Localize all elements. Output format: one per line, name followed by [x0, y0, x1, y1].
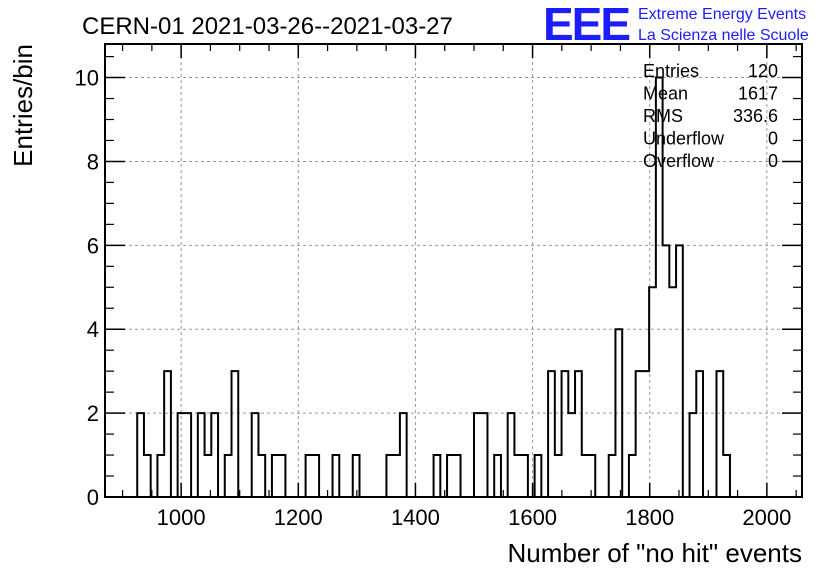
stat-value: 336.6: [733, 106, 778, 126]
eee-logo: EEE Extreme Energy Events La Scienza nel…: [543, 0, 809, 50]
stats-box: Entries 120 Mean 1617 RMS 336.6 Underflow 0 Over…: [643, 61, 778, 171]
x-tick-label: 1800: [625, 505, 674, 530]
stat-label: Entries: [643, 61, 699, 81]
x-tick-label: 2000: [742, 505, 791, 530]
stat-label: RMS: [643, 106, 683, 126]
y-axis-label: Entries/bin: [8, 44, 38, 167]
histogram-outline: [136, 76, 737, 498]
stat-value: 0: [768, 151, 778, 171]
x-tick-label: 1600: [508, 505, 557, 530]
plot-frame: [104, 43, 803, 498]
x-tick-label: 1200: [274, 505, 323, 530]
grid-lines: [105, 44, 802, 497]
chart-title: CERN-01 2021-03-26--2021-03-27: [82, 13, 453, 40]
y-tick-label: 0: [87, 485, 99, 510]
stat-value: 120: [748, 61, 778, 81]
x-tick-label: 1000: [157, 505, 206, 530]
y-tick-label: 8: [87, 149, 99, 174]
stat-label: Overflow: [643, 151, 715, 171]
x-tick-label: 1400: [391, 505, 440, 530]
stat-label: Underflow: [643, 129, 725, 149]
tick-labels: 1000 1200 1400 1600 1800 2000 0 2 4 6 8 10: [75, 66, 792, 530]
logo-mark: EEE: [543, 0, 629, 50]
y-tick-label: 2: [87, 401, 99, 426]
y-tick-label: 6: [87, 233, 99, 258]
y-tick-label: 4: [87, 317, 99, 342]
y-tick-label: 10: [75, 66, 99, 91]
axis-ticks: [105, 44, 802, 498]
stat-value: 0: [768, 129, 778, 149]
stat-label: Mean: [643, 84, 688, 104]
x-axis-label: Number of "no hit" events: [508, 538, 803, 568]
logo-line-2: La Scienza nelle Scuole: [638, 27, 809, 44]
logo-line-1: Extreme Energy Events: [638, 6, 806, 23]
stat-value: 1617: [738, 84, 778, 104]
